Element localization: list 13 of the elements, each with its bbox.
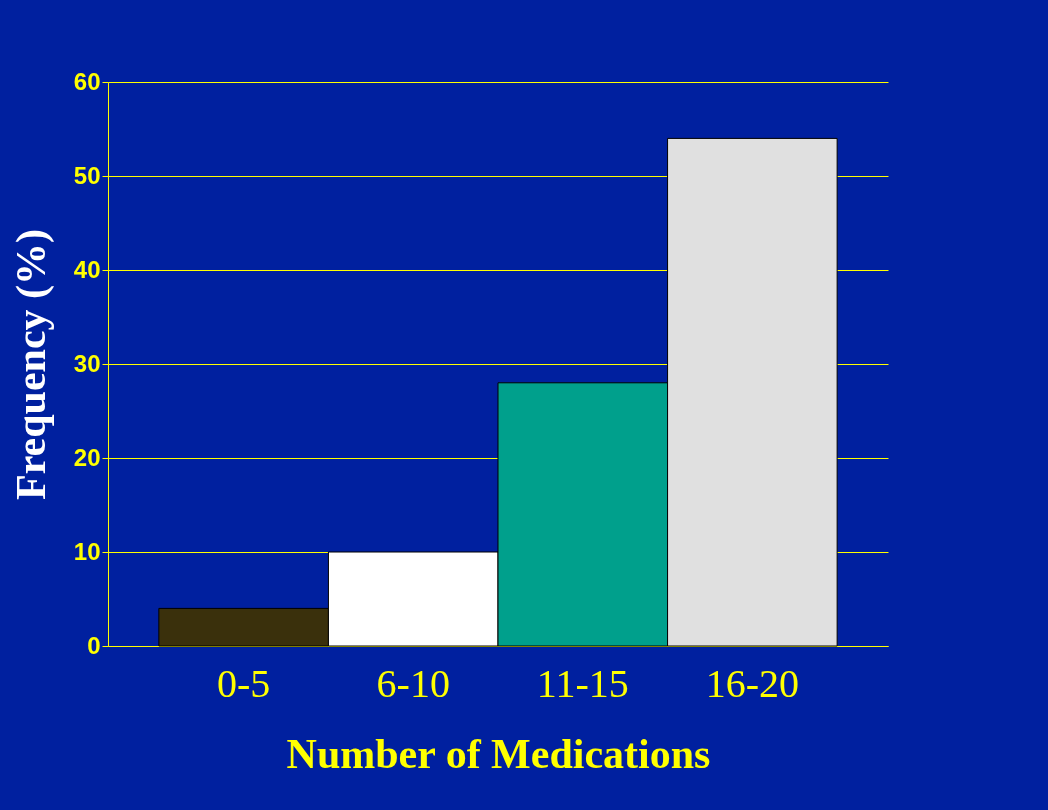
x-tick-label: 11-15 [536, 660, 629, 706]
y-tick-label: 40 [73, 255, 101, 283]
x-tick-label: 16-20 [705, 660, 800, 706]
y-axis-title: Frequency (%) [7, 228, 55, 501]
y-tick-label: 20 [73, 443, 101, 471]
y-tick-label: 30 [73, 349, 101, 377]
y-tick-label: 60 [73, 67, 101, 95]
y-tick-label: 0 [87, 631, 101, 659]
x-tick-label: 6-10 [376, 660, 450, 706]
x-tick-label: 0-5 [216, 660, 271, 706]
y-tick-label: 50 [73, 161, 101, 189]
x-axis-title: Number of Medications [286, 730, 711, 777]
y-tick-label: 10 [73, 537, 101, 565]
